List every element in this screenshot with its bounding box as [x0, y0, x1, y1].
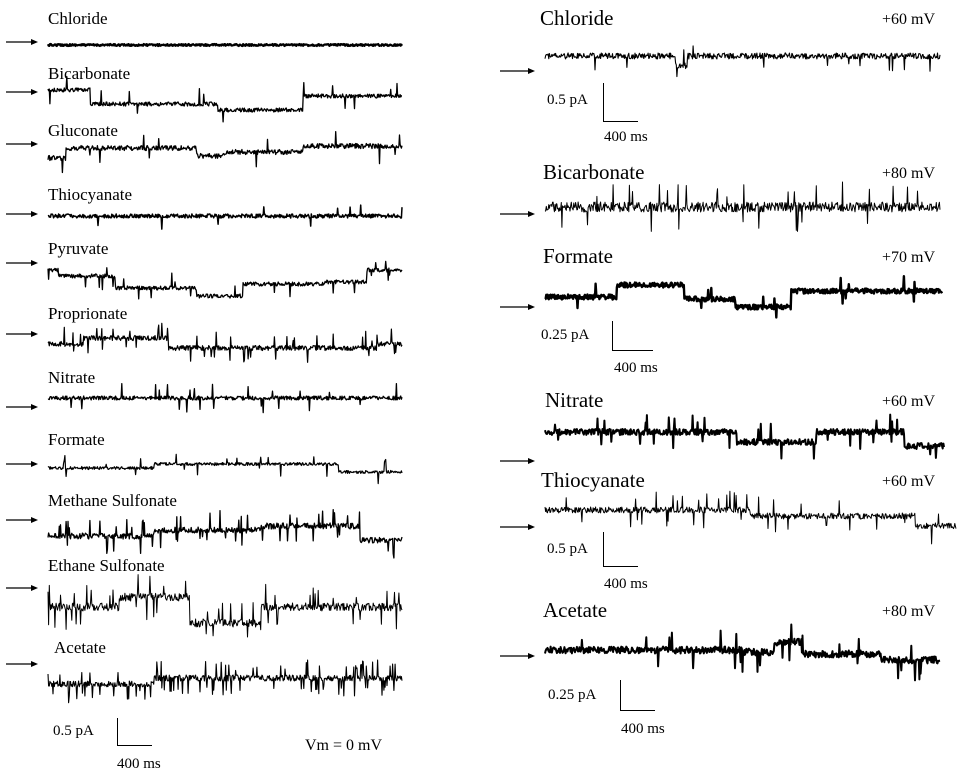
left-arrow-acetate-head [31, 661, 38, 667]
left-arrow-ethane-sulfonate-head [31, 585, 38, 591]
right-scale-1-current: 0.5 pA [547, 92, 588, 108]
left-label-methane-sulfonate: Methane Sulfonate [48, 491, 177, 510]
right-scale-4-current: 0.25 pA [548, 687, 597, 703]
left-label-acetate: Acetate [54, 638, 106, 657]
left-trace-chloride [46, 42, 403, 48]
right-voltage-bicarbonate: +80 mV [882, 165, 936, 182]
right-trace-bicarbonate [544, 181, 941, 232]
left-label-ethane-sulfonate: Ethane Sulfonate [48, 556, 165, 575]
left-label-pyruvate: Pyruvate [48, 239, 109, 258]
left-label-proprionate: Proprionate [48, 304, 128, 323]
left-arrow-methane-sulfonate-head [31, 517, 38, 523]
right-scale-1-bar [603, 83, 638, 122]
right-arrow-thiocyanate-head [528, 524, 535, 530]
right-label-acetate: Acetate [543, 598, 608, 622]
left-scale-bar [117, 718, 152, 746]
left-trace-nitrate [47, 383, 403, 414]
right-arrow-formate-head [528, 304, 535, 310]
left-trace-formate [47, 453, 403, 485]
left-trace-methane-sulfonate [47, 508, 403, 559]
left-arrow-formate-head [31, 461, 38, 467]
right-voltage-nitrate: +60 mV [882, 393, 936, 410]
left-label-gluconate: Gluconate [48, 121, 118, 140]
right-scale-3-current: 0.5 pA [547, 541, 588, 557]
right-voltage-acetate: +80 mV [882, 603, 936, 620]
right-scale-3-time: 400 ms [604, 576, 648, 592]
right-arrow-acetate-head [528, 653, 535, 659]
right-arrow-nitrate-head [528, 458, 535, 464]
right-trace-acetate [544, 623, 941, 682]
left-trace-bicarbonate [47, 76, 403, 123]
right-trace-chloride [544, 45, 941, 78]
right-voltage-chloride: +60 mV [882, 11, 936, 28]
right-trace-thiocyanate [544, 490, 957, 545]
right-label-thiocyanate: Thiocyanate [541, 468, 645, 492]
left-arrow-proprionate-head [31, 331, 38, 337]
holding-potential: Vm = 0 mV [305, 737, 383, 754]
left-trace-ethane-sulfonate [47, 574, 403, 638]
right-label-formate: Formate [543, 244, 613, 268]
right-voltage-thiocyanate: +60 mV [882, 473, 936, 490]
right-scale-2-time: 400 ms [614, 360, 658, 376]
right-scale-4-time: 400 ms [621, 721, 665, 737]
left-arrow-bicarbonate-head [31, 89, 38, 95]
left-arrow-gluconate-head [31, 141, 38, 147]
right-scale-4-bar [620, 680, 655, 711]
left-arrow-pyruvate-head [31, 260, 38, 266]
right-scale-2-current: 0.25 pA [541, 327, 590, 343]
left-trace-thiocyanate [47, 204, 403, 230]
left-label-bicarbonate: Bicarbonate [48, 64, 131, 83]
left-label-thiocyanate: Thiocyanate [48, 185, 133, 204]
right-scale-3-bar [603, 532, 638, 567]
right-label-bicarbonate: Bicarbonate [543, 160, 645, 184]
right-arrow-chloride-head [528, 68, 535, 74]
left-trace-proprionate [47, 322, 403, 363]
left-trace-acetate [47, 659, 403, 704]
left-trace-gluconate [47, 131, 403, 174]
left-arrow-thiocyanate-head [31, 211, 38, 217]
left-scale-current: 0.5 pA [53, 723, 94, 739]
left-arrow-chloride-head [31, 39, 38, 45]
right-trace-nitrate [544, 413, 945, 460]
right-arrow-bicarbonate-head [528, 211, 535, 217]
left-scale-time: 400 ms [117, 756, 161, 772]
left-trace-pyruvate [47, 260, 403, 300]
left-label-formate: Formate [48, 430, 105, 449]
right-scale-1-time: 400 ms [604, 129, 648, 145]
right-voltage-formate: +70 mV [882, 249, 936, 266]
right-label-chloride: Chloride [540, 6, 614, 30]
left-label-chloride: Chloride [48, 9, 108, 28]
left-label-nitrate: Nitrate [48, 368, 96, 387]
right-scale-2-bar [612, 321, 653, 351]
right-trace-formate [544, 275, 944, 319]
right-label-nitrate: Nitrate [545, 388, 604, 412]
left-arrow-nitrate-head [31, 404, 38, 410]
